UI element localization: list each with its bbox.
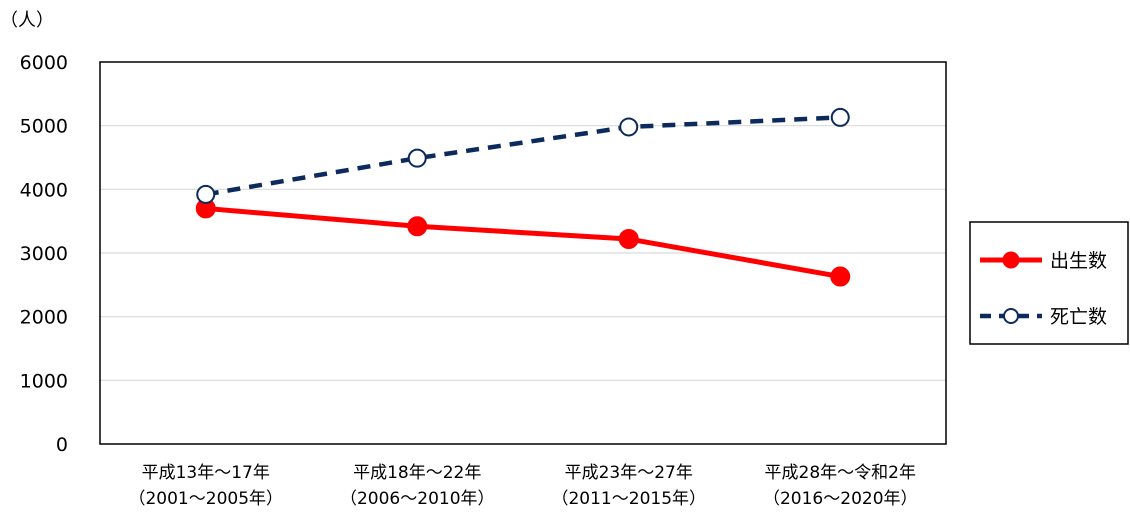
data-point [619, 117, 639, 137]
y-tick-label: 4000 [20, 179, 68, 201]
x-category-label: 平成18年～22年 [353, 463, 481, 483]
legend-marker [1002, 251, 1020, 269]
series-line [205, 115, 841, 197]
y-tick-label: 0 [56, 434, 68, 456]
data-point [830, 266, 851, 287]
plot-area-border [99, 61, 947, 445]
y-tick-label: 2000 [20, 307, 68, 329]
x-category-label: （2011～2015年） [551, 489, 706, 509]
legend-entry: 死亡数 [980, 306, 1107, 328]
y-tick-label: 1000 [20, 370, 68, 392]
data-point [407, 148, 427, 168]
y-axis-unit-label: （人） [0, 10, 54, 31]
x-category-label: （2001～2005年） [128, 489, 283, 509]
y-axis-ticks: 0 1000 2000 3000 4000 5000 6000 [20, 52, 68, 456]
series-deaths [196, 107, 850, 204]
data-point [196, 184, 216, 204]
legend-marker [1003, 308, 1019, 324]
data-point [407, 216, 428, 237]
x-category-label: （2016～2020年） [763, 489, 918, 509]
y-tick-label: 6000 [20, 52, 68, 74]
x-category-label: 平成23年～27年 [565, 463, 693, 483]
data-point [830, 107, 850, 127]
legend-box [969, 221, 1129, 345]
legend-entry: 出生数 [980, 250, 1107, 272]
x-category-label: 平成13年～17年 [142, 463, 270, 483]
data-point [618, 228, 639, 249]
gridlines [100, 125, 946, 381]
legend-label: 死亡数 [1050, 306, 1107, 328]
x-category-label: （2006～2010年） [340, 489, 495, 509]
series-births [195, 198, 851, 287]
series-line [205, 205, 841, 280]
x-axis-categories: 平成13年～17年 （2001～2005年） 平成18年～22年 （2006～2010… [128, 463, 917, 509]
x-category-label: 平成28年～令和2年 [765, 463, 916, 483]
series-lines [195, 107, 851, 287]
y-tick-label: 5000 [20, 116, 68, 138]
legend-label: 出生数 [1050, 250, 1107, 272]
y-tick-label: 3000 [20, 243, 68, 265]
